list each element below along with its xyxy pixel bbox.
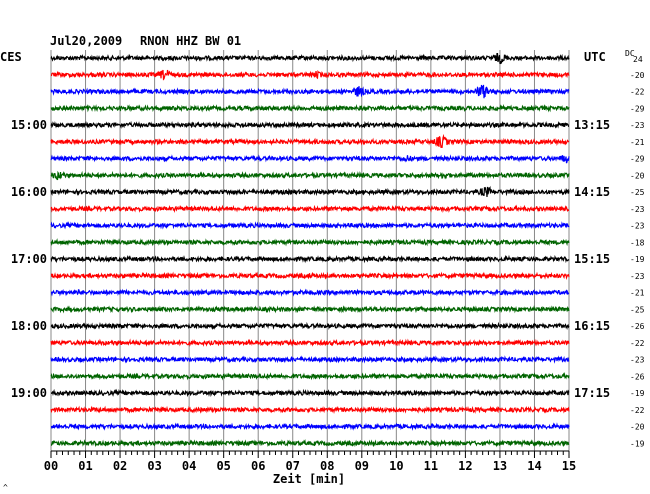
seismic-trace <box>50 438 570 448</box>
dc-top-value: 24 <box>633 55 643 64</box>
seismic-trace <box>50 170 570 181</box>
dc-offset-value: -29 <box>630 155 645 164</box>
seismic-trace <box>50 422 570 431</box>
dc-offset-value: -26 <box>630 372 645 381</box>
seismic-trace <box>50 104 570 113</box>
dc-offset-value: -21 <box>630 138 645 147</box>
seismic-trace <box>50 204 570 213</box>
seismic-trace <box>50 185 570 198</box>
dc-offset-value: -23 <box>630 222 645 231</box>
dc-label: DC <box>625 49 635 58</box>
seismic-trace <box>50 254 570 264</box>
dc-offset-value: -23 <box>630 272 645 281</box>
chart-date-title: Jul20,2009 <box>50 34 122 48</box>
seismic-trace <box>50 52 570 65</box>
seismic-trace <box>50 69 570 81</box>
dc-offset-value: -26 <box>630 322 645 331</box>
seismic-trace <box>50 154 570 164</box>
seismic-trace <box>50 355 570 364</box>
seismic-trace <box>50 288 570 297</box>
dc-offset-value: -29 <box>630 104 645 113</box>
x-tick-label: 12 <box>458 459 472 473</box>
dc-offset-value: -18 <box>630 238 645 247</box>
x-tick-label: 01 <box>78 459 92 473</box>
dc-offset-value: -25 <box>630 305 645 314</box>
right-time-label: 13:15 <box>574 118 610 132</box>
dc-offset-value: -22 <box>630 406 645 415</box>
right-timezone-label: UTC <box>584 50 606 64</box>
dc-offset-value: -19 <box>630 439 645 448</box>
x-tick-label: 07 <box>286 459 300 473</box>
dc-offset-value: -20 <box>630 71 645 80</box>
x-tick-label: 13 <box>493 459 507 473</box>
right-time-labels: 13:15 14:15 15:15 16:15 17:15 <box>574 118 610 400</box>
x-tick-label: 10 <box>389 459 403 473</box>
left-time-label: 19:00 <box>11 386 47 400</box>
seismic-trace <box>50 371 570 381</box>
seismic-trace <box>50 338 570 347</box>
seismic-trace <box>50 321 570 331</box>
seismic-trace <box>50 405 570 414</box>
x-tick-label: 06 <box>251 459 265 473</box>
dc-offset-value: -20 <box>630 423 645 432</box>
left-time-label: 17:00 <box>11 252 47 266</box>
seismic-trace <box>50 238 570 247</box>
x-tick-label: 05 <box>216 459 230 473</box>
dc-offset-value: -23 <box>630 121 645 130</box>
grid-lines <box>50 50 570 451</box>
dc-offset-value: -21 <box>630 289 645 298</box>
x-tick-label: 02 <box>113 459 127 473</box>
right-time-label: 15:15 <box>574 252 610 266</box>
x-tick-label: 15 <box>562 459 576 473</box>
x-tick-label: 09 <box>355 459 369 473</box>
seismic-trace <box>50 133 570 149</box>
x-axis: 00 01 02 03 04 05 06 07 08 09 10 11 12 13 14 15 <box>44 450 576 473</box>
left-time-labels: 15:00 16:00 17:00 18:00 19:00 <box>11 118 47 400</box>
x-tick-label: 11 <box>424 459 438 473</box>
corner-mark: ^ <box>3 483 8 492</box>
dc-offset-value: -22 <box>630 339 645 348</box>
left-time-label: 15:00 <box>11 118 47 132</box>
dc-offset-value: -22 <box>630 88 645 97</box>
x-tick-label: 03 <box>147 459 161 473</box>
seismic-trace <box>50 271 570 281</box>
x-tick-label: 00 <box>44 459 58 473</box>
right-time-label: 14:15 <box>574 185 610 199</box>
seismic-trace <box>50 305 570 314</box>
left-time-label: 18:00 <box>11 319 47 333</box>
seismic-trace <box>50 388 570 398</box>
x-axis-title: Zeit [min] <box>273 472 345 486</box>
x-tick-label: 14 <box>527 459 541 473</box>
station-label: RNON HHZ BW 01 <box>140 34 241 48</box>
x-tick-label: 08 <box>320 459 334 473</box>
right-time-label: 16:15 <box>574 319 610 333</box>
dc-offset-value: -25 <box>630 188 645 197</box>
left-timezone-label: CES <box>0 50 22 64</box>
dc-offset-value: -19 <box>630 255 645 264</box>
dc-offset-value: -20 <box>630 171 645 180</box>
dc-offset-value: -19 <box>630 389 645 398</box>
right-time-label: 17:15 <box>574 386 610 400</box>
seismic-trace <box>50 221 570 230</box>
trace-group <box>50 52 570 448</box>
seismic-trace <box>50 84 570 99</box>
dc-offset-values: -20 -22 -29 -23 -21 -29 -20 -25 -23 -23 -18 -19 -23 -… <box>630 71 645 449</box>
dc-offset-value: -23 <box>630 205 645 214</box>
seismic-trace <box>50 120 570 130</box>
dc-offset-value: -23 <box>630 356 645 365</box>
left-time-label: 16:00 <box>11 185 47 199</box>
x-tick-label: 04 <box>182 459 196 473</box>
